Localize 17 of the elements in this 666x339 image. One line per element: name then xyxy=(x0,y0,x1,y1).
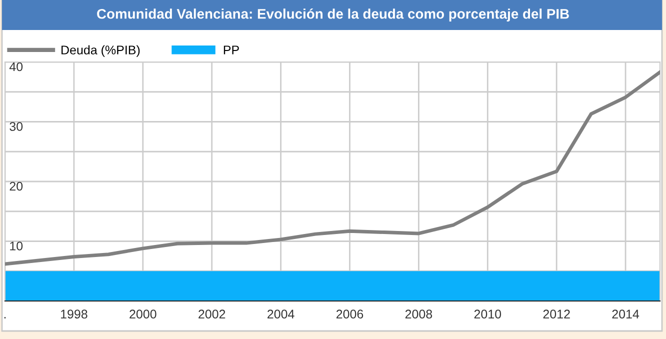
y-tick-label: 30 xyxy=(10,122,23,131)
x-tick-label: 2006 xyxy=(336,310,364,319)
y-tick-label: 10 xyxy=(10,242,23,250)
y-tick-label: 40 xyxy=(9,62,23,72)
x-tick-label: 2004 xyxy=(268,310,294,319)
x-tick-label: 1998 xyxy=(61,310,88,319)
x-tick-label: 2008 xyxy=(405,310,432,319)
legend-label: PP xyxy=(224,46,239,54)
y-tick-label: 20 xyxy=(10,182,23,191)
x-tick-label: 2014 xyxy=(612,310,640,319)
x-tick-label: 2000 xyxy=(130,310,156,319)
x-tick-label: 2012 xyxy=(543,310,570,319)
x-tick-label: 2002 xyxy=(198,310,226,319)
x-tick-label: 2010 xyxy=(474,310,502,319)
x-tick-label: . xyxy=(4,317,6,318)
legend-label: Deuda (%PIB) xyxy=(62,45,140,57)
chart-title: Comunidad Valenciana: Evolución de la deuda como porcentaje del PIB xyxy=(97,8,569,22)
